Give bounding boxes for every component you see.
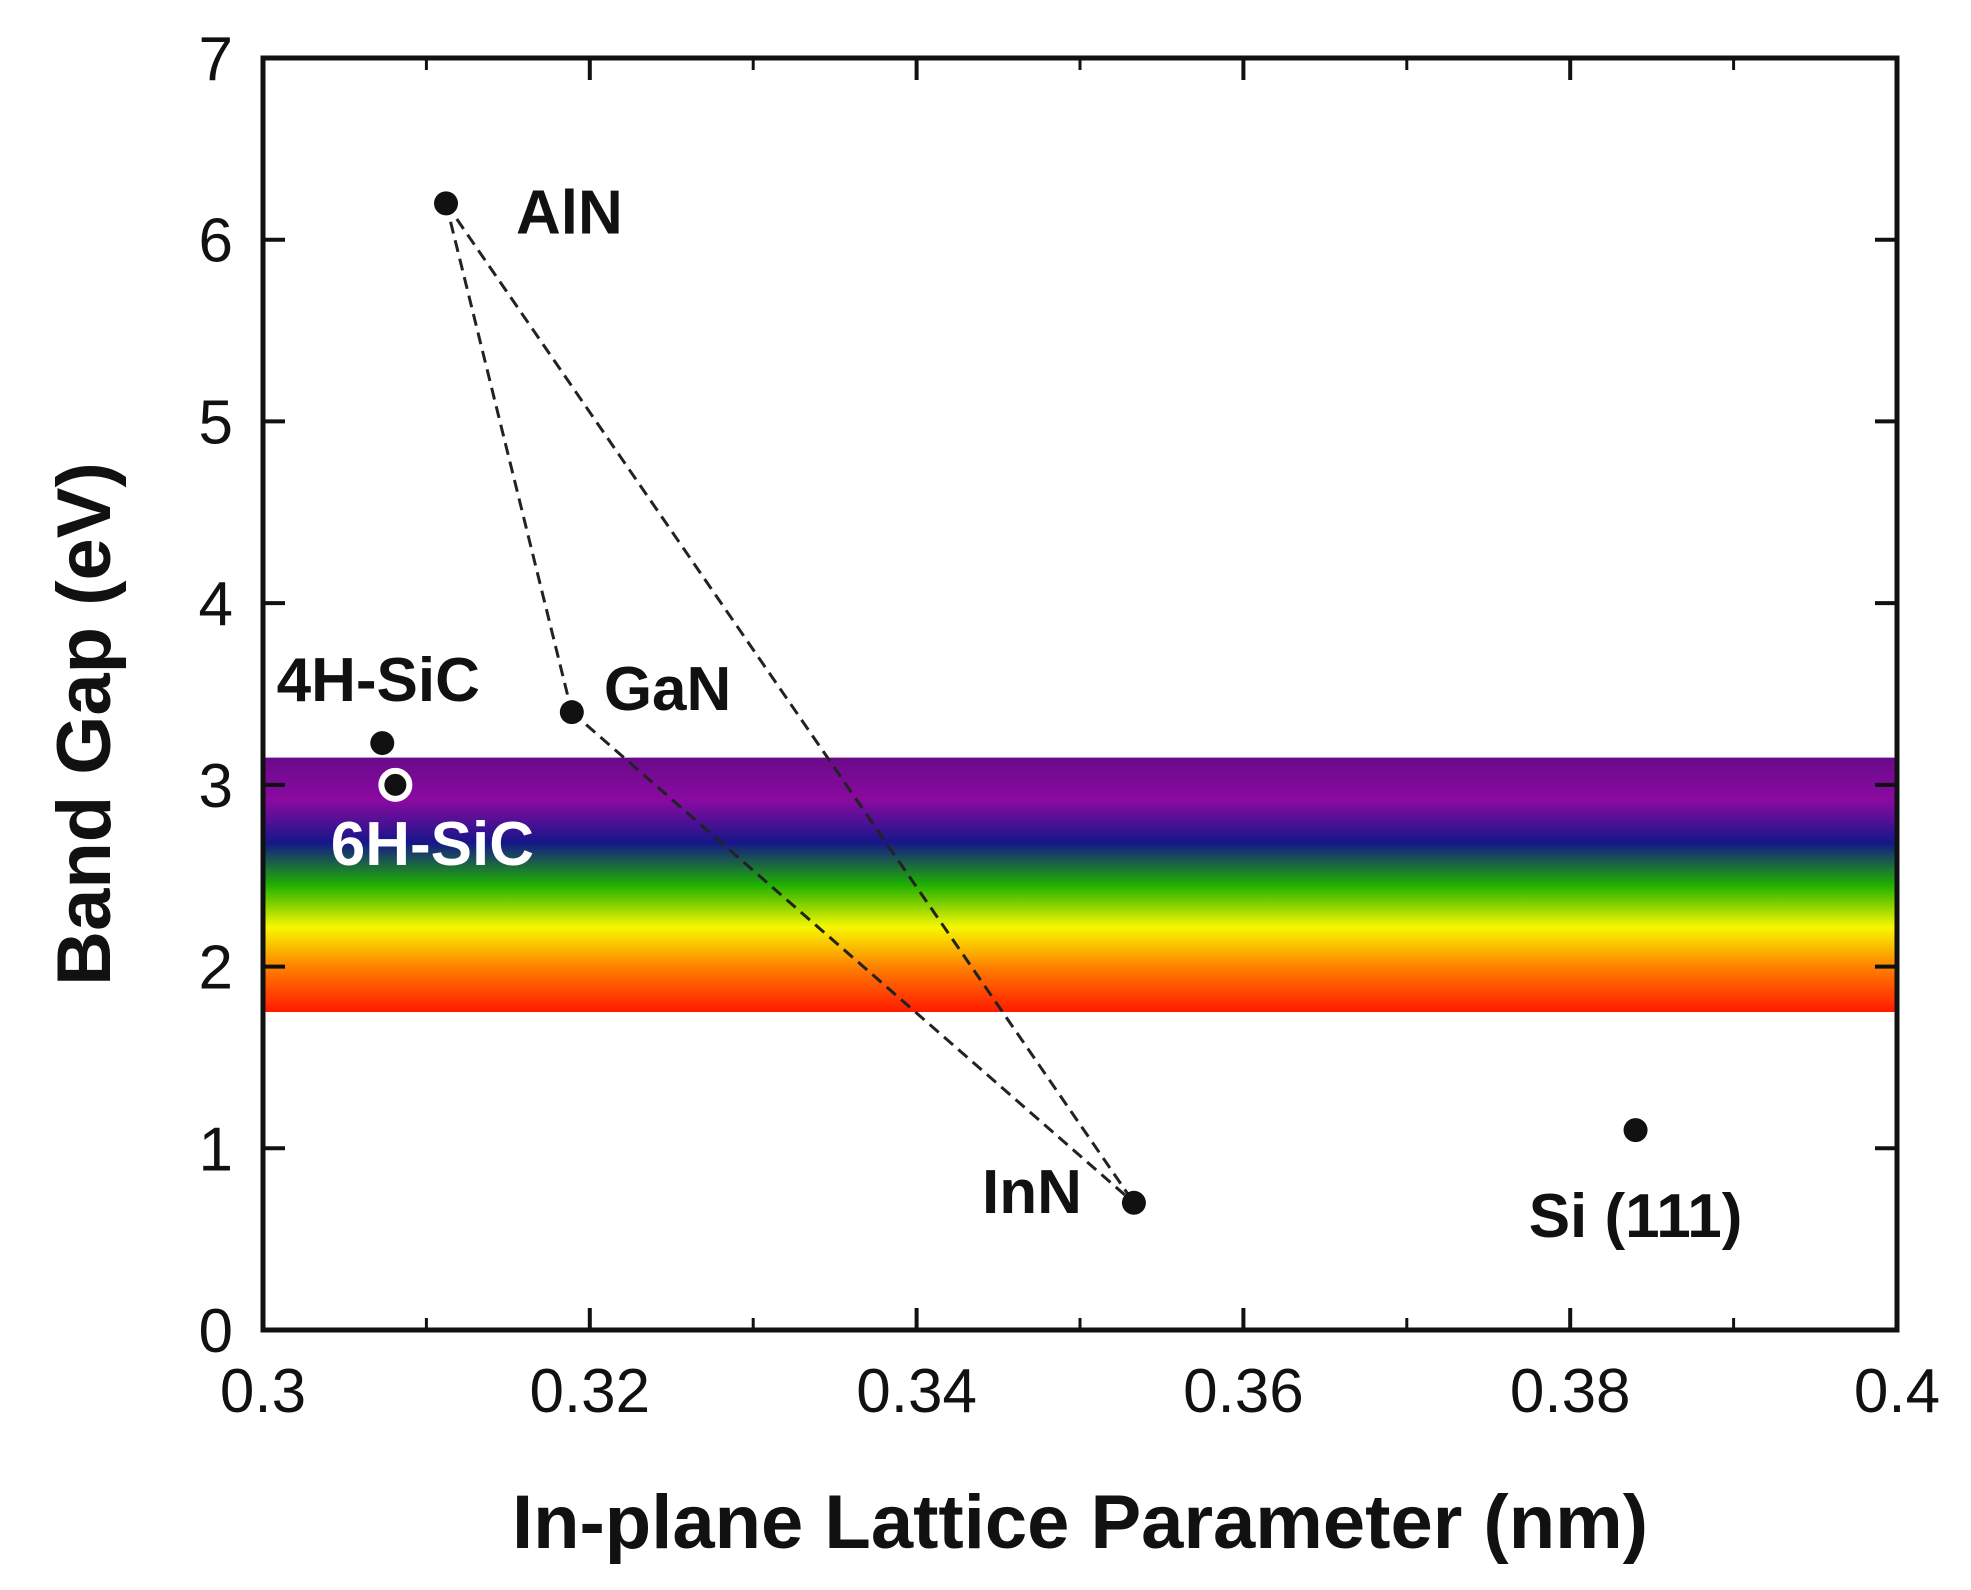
y-tick-label: 2 (199, 934, 233, 1003)
label-aln: AlN (516, 178, 623, 247)
point-gan (559, 700, 584, 725)
y-tick-label: 7 (199, 25, 233, 94)
label-6h-sic: 6H-SiC (331, 810, 534, 879)
x-tick-label: 0.4 (1854, 1357, 1940, 1426)
point-inn (1121, 1190, 1146, 1215)
label-inn: InN (982, 1158, 1082, 1227)
x-axis-title: In-plane Lattice Parameter (nm) (512, 1480, 1648, 1565)
x-tick-label: 0.36 (1183, 1357, 1304, 1426)
plot-frame (260, 55, 1900, 1333)
y-tick-label: 5 (199, 388, 233, 457)
visible-spectrum-band-group (263, 757, 1897, 1012)
label-4h-sic: 4H-SiC (277, 646, 480, 715)
x-tick-label: 0.38 (1510, 1357, 1631, 1426)
data-points-group (370, 191, 1648, 1215)
label-gan: GaN (604, 655, 731, 724)
label-si-111: Si (111) (1529, 1182, 1743, 1251)
y-tick-label: 1 (199, 1115, 233, 1184)
point-labels-group: AlN GaN InN 4H-SiC 6H-SiC Si (111) (277, 178, 1743, 1251)
point-4h-sic (370, 731, 395, 756)
point-6h-sic (378, 767, 413, 802)
axes-group: 0.3 0.32 0.34 0.36 0.38 0.4 0 1 2 3 4 5 6 7 (199, 25, 1941, 1426)
x-tick-label: 0.3 (220, 1357, 306, 1426)
bowing-curves-group (444, 202, 1136, 1204)
bowing-line-aln-inn (444, 202, 1136, 1204)
x-tick-label: 0.34 (856, 1357, 977, 1426)
x-tick-label: 0.32 (529, 1357, 650, 1426)
bowing-line-gan-inn (570, 711, 1135, 1204)
y-tick-label: 3 (199, 752, 233, 821)
visible-spectrum-band (263, 757, 1897, 1012)
point-aln (434, 191, 459, 216)
y-tick-label: 0 (199, 1297, 233, 1366)
point-si-111 (1623, 1118, 1648, 1143)
y-tick-label: 4 (199, 570, 233, 639)
y-axis-title: Band Gap (eV) (42, 462, 127, 986)
y-tick-label: 6 (199, 207, 233, 276)
bowing-line-aln-gan (444, 203, 574, 713)
